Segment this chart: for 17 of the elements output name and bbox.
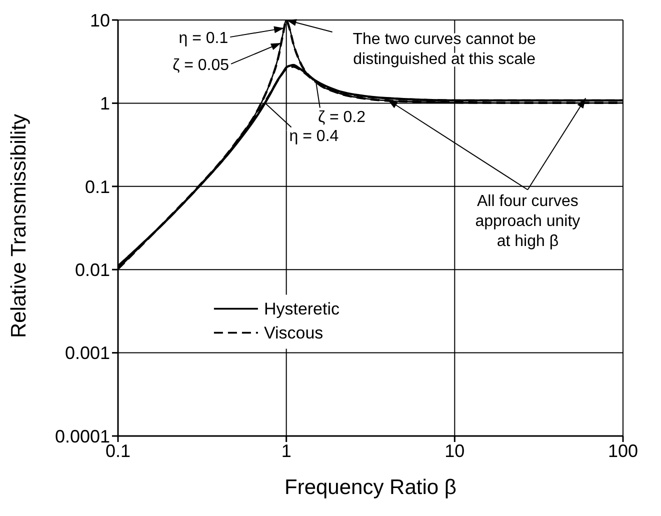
- annotation: η = 0.4: [289, 128, 339, 146]
- legend-label: Viscous: [264, 324, 324, 343]
- y-tick-label: 1: [100, 94, 110, 114]
- legend-label: Hysteretic: [264, 300, 340, 319]
- annotation: ζ = 0.05: [172, 56, 230, 74]
- annotation: ζ = 0.2: [318, 108, 366, 126]
- y-tick-label: 0.001: [64, 343, 110, 364]
- y-axis-title: Relative Transmissibility: [7, 113, 30, 338]
- x-tick-label: 100: [608, 440, 638, 461]
- annotation: η = 0.1: [178, 30, 228, 48]
- x-tick-label: 1: [281, 440, 292, 461]
- y-tick-label: 0.1: [84, 176, 110, 197]
- y-tick-label: 0.01: [74, 260, 110, 280]
- x-tick-label: 10: [444, 440, 465, 461]
- annotation: All four curves approach unity at high β: [475, 192, 580, 250]
- x-axis-title: Frequency Ratio β: [284, 476, 456, 499]
- y-tick-label: 10: [90, 10, 110, 30]
